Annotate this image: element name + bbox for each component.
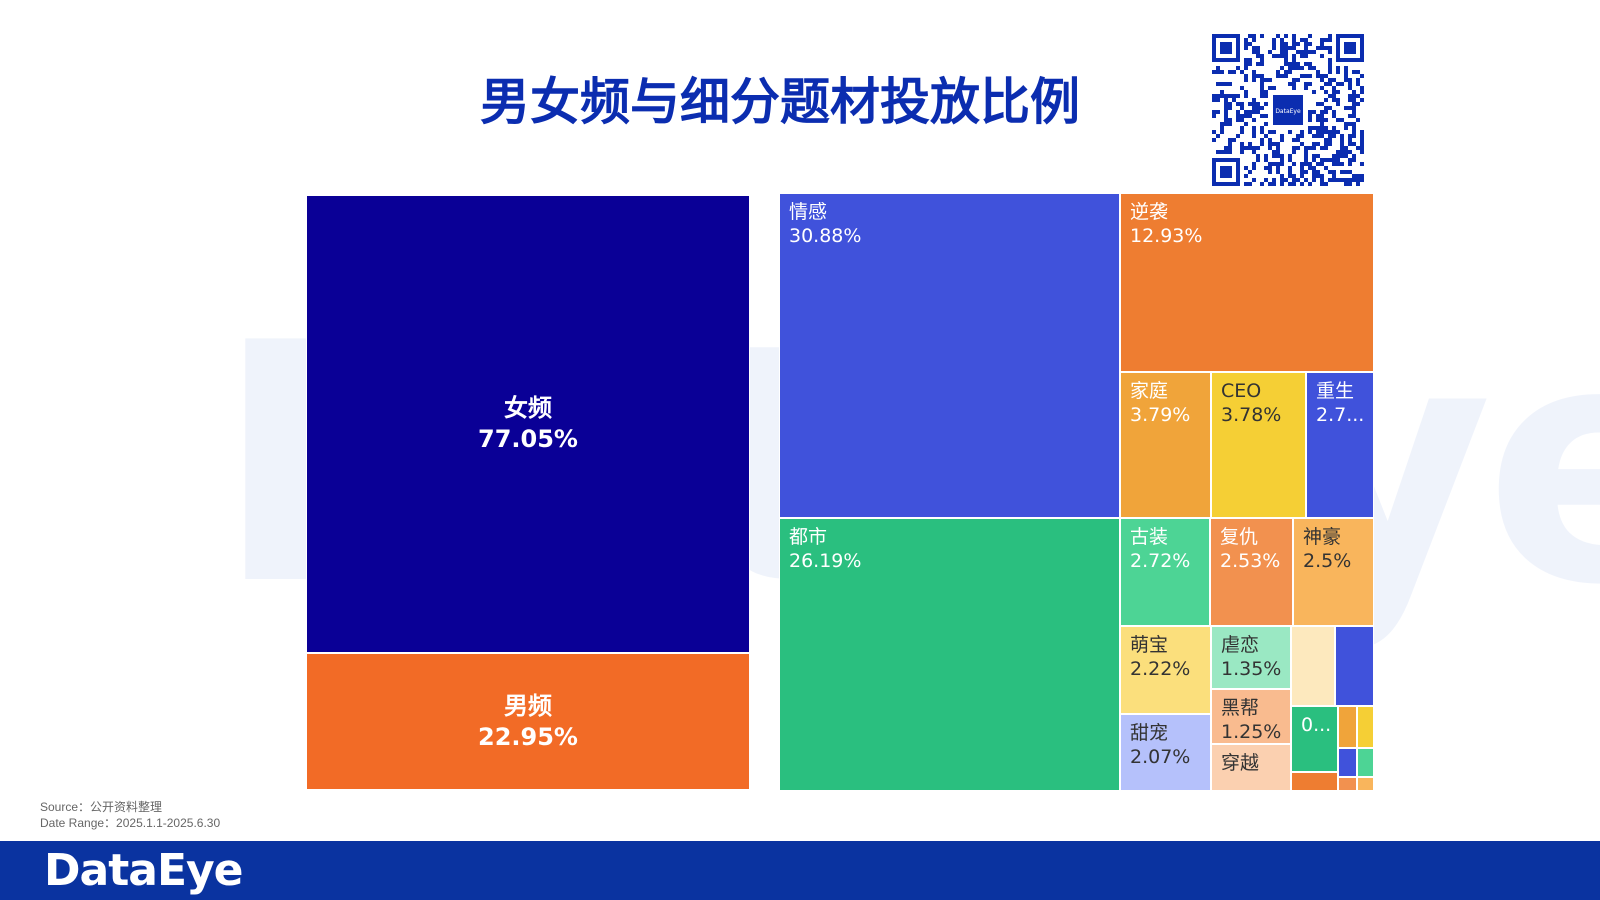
footer-logo: DataEye: [44, 845, 244, 896]
cell-value: 12.93%: [1130, 225, 1203, 247]
treemap-cell: 甜宠 2.07%: [1120, 714, 1211, 791]
cell-label: CEO 3.78%: [1221, 379, 1281, 427]
treemap-cell: [1357, 706, 1374, 748]
treemap-cell: [1291, 626, 1335, 706]
cell-label: 复仇 2.53%: [1220, 525, 1280, 573]
treemap-cell: [1335, 626, 1374, 706]
cell-value: 3.79%: [1130, 404, 1191, 426]
treemap-cell: [1338, 706, 1357, 748]
cell-label: 萌宝 2.22%: [1130, 633, 1190, 681]
cell-value: 2.07%: [1130, 746, 1191, 768]
qr-center-logo: DataEye: [1275, 108, 1301, 115]
cell-category: 萌宝: [1130, 634, 1169, 656]
cell-label: 古装 2.72%: [1130, 525, 1190, 573]
cell-category: 黑帮: [1221, 697, 1260, 719]
cell-category: 逆袭: [1130, 201, 1169, 223]
source-note: Source：公开资料整理 Date Range：2025.1.1-2025.6…: [40, 799, 220, 831]
source-line: Source：公开资料整理: [40, 800, 163, 814]
cell-label: 逆袭 12.93%: [1130, 200, 1202, 248]
cell-category: 虐恋: [1221, 634, 1260, 656]
cell-category: 重生: [1316, 380, 1355, 402]
treemap-cell: 家庭 3.79%: [1120, 372, 1211, 518]
cell-value: 77.05%: [478, 425, 578, 453]
cell-label: 穿越: [1221, 751, 1259, 775]
date-range-line: Date Range：2025.1.1-2025.6.30: [40, 816, 221, 830]
footer-bar: [0, 841, 1600, 900]
treemap-cell: 逆袭 12.93%: [1120, 193, 1374, 372]
treemap-cell: 穿越: [1211, 744, 1291, 791]
cell-category: 穿越: [1221, 752, 1260, 774]
cell-label: 家庭 3.79%: [1130, 379, 1190, 427]
cell-value: 1.35%: [1221, 658, 1282, 680]
cell-label: 0...: [1301, 713, 1331, 737]
qr-code: DataEye: [1212, 34, 1364, 186]
cell-value: 1.25%: [1221, 721, 1282, 743]
cell-value: 2.5%: [1303, 550, 1352, 572]
cell-label: 女频 77.05%: [307, 393, 749, 455]
cell-label: 重生 2.7...: [1316, 379, 1364, 427]
treemap-cell: CEO 3.78%: [1211, 372, 1306, 518]
treemap-cell: [1291, 772, 1338, 791]
treemap-cell: 古装 2.72%: [1120, 518, 1210, 626]
cell-category: 复仇: [1220, 526, 1259, 548]
treemap-cell: 神豪 2.5%: [1293, 518, 1374, 626]
cell-value: 2.72%: [1130, 550, 1191, 572]
cell-value: 3.78%: [1221, 404, 1282, 426]
treemap-genre: 情感 30.88% 逆袭 12.93% 家庭 3.79% CEO 3.78% 重生 2.7... 都…: [779, 193, 1374, 791]
cell-value: 0...: [1301, 714, 1332, 736]
cell-category: CEO: [1221, 380, 1262, 402]
cell-value: 2.7...: [1316, 404, 1365, 426]
cell-label: 虐恋 1.35%: [1221, 633, 1281, 681]
treemap-cell: 男频 22.95%: [306, 653, 750, 790]
cell-value: 2.22%: [1130, 658, 1191, 680]
chart-title: 男女频与细分题材投放比例: [480, 73, 1080, 131]
cell-label: 情感 30.88%: [789, 200, 861, 248]
cell-category: 家庭: [1130, 380, 1169, 402]
cell-category: 情感: [789, 201, 828, 223]
treemap-cell: 重生 2.7...: [1306, 372, 1374, 518]
cell-category: 甜宠: [1130, 722, 1169, 744]
cell-label: 都市 26.19%: [789, 525, 861, 573]
cell-label: 男频 22.95%: [307, 691, 749, 753]
cell-label: 甜宠 2.07%: [1130, 721, 1190, 769]
cell-value: 22.95%: [478, 722, 578, 751]
treemap-cell: [1338, 748, 1357, 777]
treemap-cell: 虐恋 1.35%: [1211, 626, 1291, 689]
treemap-cell: 萌宝 2.22%: [1120, 626, 1211, 714]
treemap-cell: 0...: [1291, 706, 1338, 772]
treemap-cell: 复仇 2.53%: [1210, 518, 1293, 626]
treemap-cell: 都市 26.19%: [779, 518, 1120, 791]
treemap-cell: [1357, 748, 1374, 777]
cell-value: 30.88%: [789, 225, 862, 247]
treemap-cell: [1357, 777, 1374, 791]
cell-category: 古装: [1130, 526, 1169, 548]
cell-label: 神豪 2.5%: [1303, 525, 1351, 573]
treemap-cell: 女频 77.05%: [306, 195, 750, 653]
cell-category: 男频: [504, 691, 552, 720]
treemap-cell: 黑帮 1.25%: [1211, 689, 1291, 744]
cell-category: 都市: [789, 526, 828, 548]
cell-value: 26.19%: [789, 550, 862, 572]
cell-category: 神豪: [1303, 526, 1342, 548]
cell-label: 黑帮 1.25%: [1221, 696, 1282, 743]
treemap-cell: [1338, 777, 1357, 791]
cell-category: 女频: [504, 394, 552, 422]
treemap-cell: 情感 30.88%: [779, 193, 1120, 518]
cell-value: 2.53%: [1220, 550, 1281, 572]
treemap-gender: 女频 77.05% 男频 22.95%: [306, 195, 750, 790]
